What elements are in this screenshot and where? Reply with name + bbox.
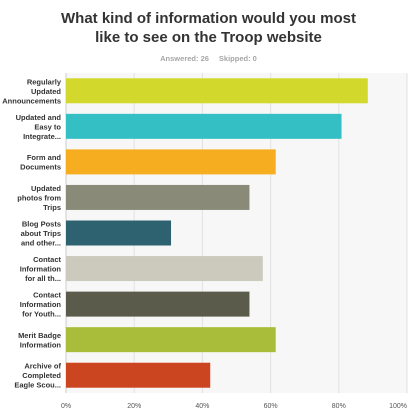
chart-title-line-2: like to see on the Troop website — [95, 29, 322, 46]
category-label: Contact Information for all th... — [20, 255, 62, 283]
bar[interactable] — [66, 327, 276, 353]
category-label-line: photos from — [17, 193, 61, 202]
category-label: Updated and Easy to Integrate... — [16, 113, 62, 141]
category-label-line: Completed — [22, 371, 61, 380]
category-label-line: Information — [20, 265, 62, 274]
category-label-line: Blog Posts — [22, 220, 61, 229]
x-tick-label: 40% — [195, 403, 209, 410]
category-label-line: Regularly — [27, 77, 62, 86]
bar[interactable] — [66, 184, 250, 210]
category-label-line: about Trips — [21, 229, 61, 238]
x-tick-label: 80% — [332, 403, 346, 410]
chart-title-line-1: What kind of information would you most — [61, 10, 356, 27]
x-tick-label: 0% — [61, 403, 71, 410]
bar[interactable] — [66, 149, 276, 175]
category-label-line: Contact — [33, 255, 61, 264]
category-label-line: Information — [20, 300, 62, 309]
category-label-line: Easy to — [34, 122, 61, 131]
category-label-line: Information — [20, 340, 62, 349]
category-label-line: Trips — [43, 203, 61, 212]
category-label: Archive of Completed Eagle Scou... — [14, 362, 61, 390]
category-label-line: Contact — [33, 291, 61, 300]
category-label: Merit Badge Information — [18, 331, 61, 350]
x-tick-label: 60% — [264, 403, 278, 410]
category-label-line: and other... — [21, 239, 61, 248]
category-label-line: Updated and — [16, 113, 62, 122]
response-summary: Answered: 26 Skipped: 0 — [0, 54, 417, 63]
x-axis-ticks: 0% 20% 40% 60% 80% 100% — [61, 403, 407, 410]
category-label-line: Documents — [20, 163, 61, 172]
bar[interactable] — [66, 291, 250, 317]
bar[interactable] — [66, 113, 342, 139]
x-tick-label: 100% — [389, 403, 407, 410]
category-label-line: Updated — [31, 87, 61, 96]
category-label-line: Integrate... — [23, 132, 61, 141]
chart-title: What kind of information would you most … — [0, 9, 417, 47]
skipped-count: Skipped: 0 — [218, 54, 257, 63]
category-label-line: Merit Badge — [18, 331, 61, 340]
category-label-line: for all th... — [25, 274, 61, 283]
category-label: Regularly Updated Announcements — [2, 77, 62, 105]
category-label: Blog Posts about Trips and other... — [21, 220, 61, 248]
category-label-line: for Youth... — [22, 310, 61, 319]
bars — [66, 78, 368, 388]
bar[interactable] — [66, 362, 211, 388]
category-label-line: Archive of — [24, 362, 61, 371]
category-label-line: Eagle Scou... — [14, 381, 61, 390]
category-label-line: Announcements — [2, 96, 61, 105]
category-label: Updated photos from Trips — [17, 184, 61, 212]
category-label: Form and Documents — [20, 153, 61, 172]
category-label: Contact Information for Youth... — [20, 291, 62, 319]
bar[interactable] — [66, 256, 263, 282]
answered-count: Answered: 26 — [160, 54, 209, 63]
bar[interactable] — [66, 78, 368, 104]
category-label-line: Updated — [31, 184, 61, 193]
bar[interactable] — [66, 220, 172, 246]
category-label-line: Form and — [27, 153, 62, 162]
x-tick-label: 20% — [127, 403, 141, 410]
